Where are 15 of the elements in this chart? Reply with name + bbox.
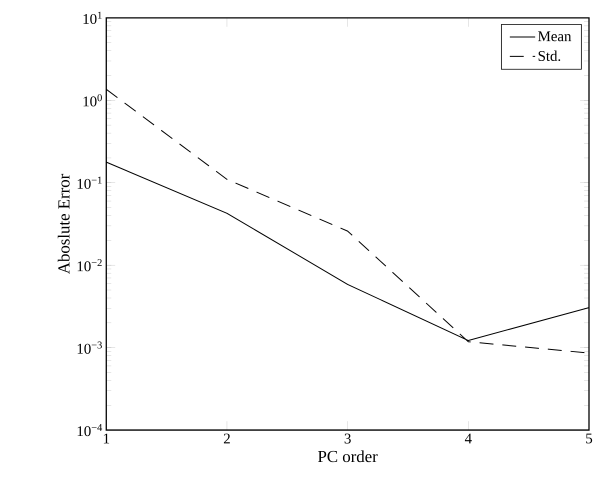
legend-label: Std. bbox=[538, 50, 560, 62]
y-tick-label: 10$^{−1}$ bbox=[78, 176, 102, 190]
y-tick-label: 10$^{1}$ bbox=[84, 12, 102, 24]
y-tick-label: 10$^{−2}$ bbox=[78, 259, 102, 272]
x-tick-label: 4 bbox=[464, 434, 472, 444]
x-tick-label: 3 bbox=[344, 434, 351, 444]
x-axis-title: PC order bbox=[318, 450, 378, 462]
y-tick-label: 10$^{−4}$ bbox=[78, 424, 102, 436]
y-tick-label: 10$^{−3}$ bbox=[78, 342, 102, 354]
y-tick-label: 10$^{0}$ bbox=[84, 94, 102, 107]
x-tick-label: 2 bbox=[224, 434, 230, 444]
x-tick-label: 5 bbox=[586, 434, 592, 444]
y-axis-title: Aboslute Error bbox=[58, 174, 70, 274]
x-tick-label: 1 bbox=[104, 434, 110, 444]
legend-label: Mean bbox=[538, 32, 572, 42]
